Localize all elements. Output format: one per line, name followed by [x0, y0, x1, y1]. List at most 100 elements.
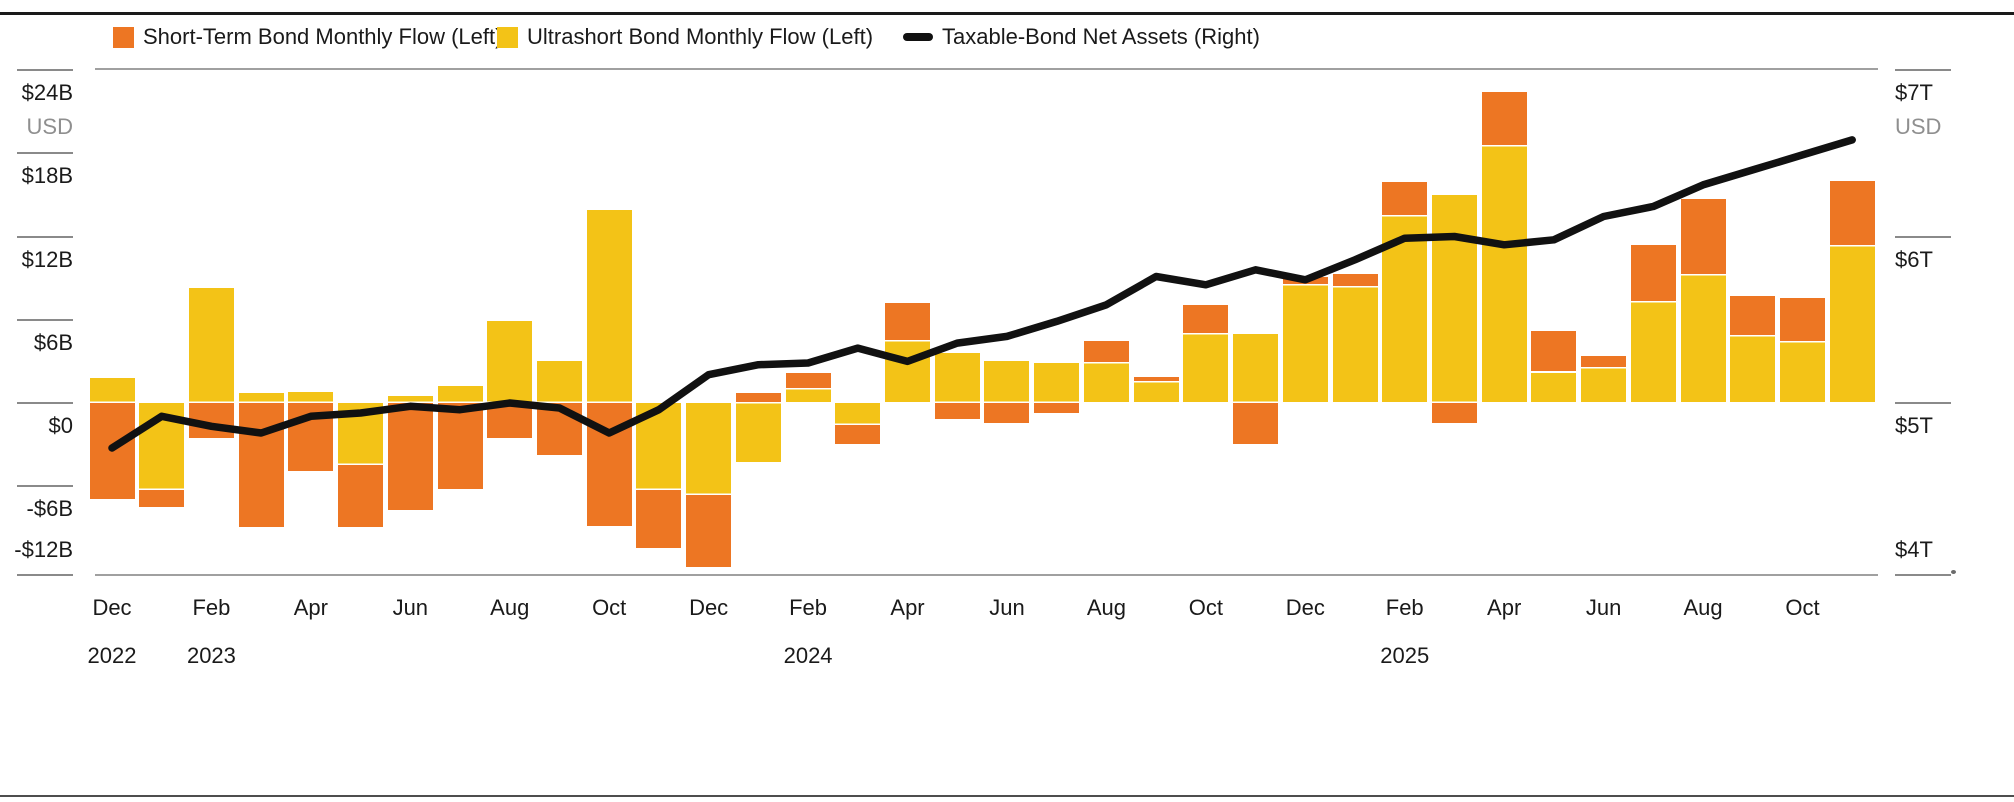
- short-term-bar-segment: [735, 393, 781, 402]
- legend-line-swatch-icon: [903, 33, 933, 41]
- ultrashort-bar-segment: [1133, 382, 1179, 402]
- legend-label: Taxable-Bond Net Assets (Right): [942, 24, 1260, 49]
- x-axis-month-label: Aug: [1683, 595, 1723, 620]
- x-axis-month-label: Dec: [689, 595, 729, 620]
- legend-item-short-term: Short-Term Bond Monthly Flow (Left): [113, 24, 502, 50]
- short-term-bar-segment: [1730, 296, 1776, 336]
- plot-bottom-frame-line: [95, 574, 1878, 576]
- right-axis-tick-label: $6T: [1895, 247, 1933, 272]
- ultrashort-bar-segment: [934, 353, 980, 403]
- plot-area: [89, 69, 1878, 575]
- axis-tick-line: [17, 152, 73, 154]
- axis-tick-line: [1895, 69, 1951, 71]
- ultrashort-bar-segment: [1680, 275, 1726, 402]
- ultrashort-bar-segment: [1233, 333, 1279, 402]
- axis-tick-line: [17, 402, 73, 404]
- ultrashort-bar-segment: [1034, 362, 1080, 402]
- ultrashort-bar-segment: [1282, 285, 1328, 402]
- short-term-bar-segment: [934, 403, 980, 419]
- x-axis-month-label: Jun: [989, 595, 1025, 620]
- ultrashort-bar-segment: [288, 391, 334, 402]
- legend-label: Short-Term Bond Monthly Flow (Left): [143, 24, 503, 49]
- legend-item-ultrashort: Ultrashort Bond Monthly Flow (Left): [497, 24, 873, 50]
- x-axis-month-label: Apr: [293, 595, 328, 620]
- short-term-bar-segment: [139, 490, 185, 508]
- short-term-bar-segment: [1779, 297, 1825, 341]
- ultrashort-bar-segment: [1481, 146, 1527, 402]
- x-axis-month-label: Feb: [1385, 595, 1424, 620]
- ultrashort-bar-segment: [1730, 336, 1776, 402]
- left-axis-tick-label: $24B: [21, 80, 73, 105]
- axis-tick-line: [17, 69, 73, 71]
- ultrashort-bar-segment: [785, 389, 831, 402]
- left-axis: $24B USD $18B $12B $6B $0 -$6B -$12B: [0, 0, 94, 802]
- ultrashort-bar-segment: [835, 403, 881, 425]
- x-axis-year-label: 2024: [783, 643, 833, 668]
- x-axis-month-label: Dec: [92, 595, 132, 620]
- net-assets-line: [108, 136, 1856, 452]
- short-term-bar-segment: [835, 425, 881, 444]
- left-axis-tick-label: $0: [48, 413, 73, 438]
- ultrashort-bar-segment: [437, 386, 483, 402]
- x-axis-month-label: Oct: [592, 595, 627, 620]
- ultrashort-bar-segment: [238, 393, 284, 402]
- right-axis-tick-label: $4T: [1895, 537, 1933, 562]
- ultrashort-bar-segment: [387, 396, 433, 402]
- ultrashort-bar-segment: [586, 210, 632, 402]
- ultrashort-bar-segment: [188, 287, 234, 402]
- ultrashort-bar-segment: [1779, 341, 1825, 402]
- axis-tick-line: [17, 574, 73, 576]
- x-axis-month-label: Aug: [1086, 595, 1126, 620]
- axis-tick-line: [17, 319, 73, 321]
- short-term-bar-segment: [1034, 403, 1080, 414]
- x-axis-month-label: Dec: [1285, 595, 1325, 620]
- ultrashort-bar-segment: [1431, 194, 1477, 402]
- short-term-bar-segment: [1183, 304, 1229, 333]
- short-term-bar-segment: [1233, 403, 1279, 444]
- legend-item-taxable-bond: Taxable-Bond Net Assets (Right): [903, 24, 1260, 50]
- ultrashort-bar-segment: [686, 403, 732, 494]
- ultrashort-bar-segment: [1083, 362, 1129, 402]
- short-term-bar-segment: [1481, 92, 1527, 146]
- x-axis-year-label: 2022: [87, 643, 137, 668]
- x-axis-year-label: 2023: [186, 643, 236, 668]
- short-term-bar-segment: [1332, 274, 1378, 286]
- short-term-bar-segment: [885, 303, 931, 340]
- left-axis-tick-label: $12B: [21, 247, 73, 272]
- short-term-bar-segment: [1829, 181, 1875, 246]
- short-term-bar-segment: [1133, 376, 1179, 382]
- right-axis-tick-label: $7T: [1895, 80, 1933, 105]
- net-assets-line-layer: [108, 136, 1856, 452]
- right-axis-tick-label: $5T: [1895, 413, 1933, 438]
- ultrashort-bar-segment: [1581, 368, 1627, 402]
- axis-tick-line: [1895, 236, 1951, 238]
- left-axis-tick-label: -$12B: [14, 537, 73, 562]
- ultrashort-bar-segment: [487, 321, 533, 402]
- short-term-bar-segment: [387, 403, 433, 511]
- short-term-bar-segment: [785, 372, 831, 389]
- chart-legend: Short-Term Bond Monthly Flow (Left) Ultra…: [0, 0, 2014, 60]
- short-term-bar-segment: [437, 403, 483, 490]
- x-axis-month-label: Jun: [1585, 595, 1622, 620]
- ultrashort-bar-segment: [735, 403, 781, 462]
- short-term-bar-segment: [338, 465, 384, 527]
- left-axis-tick-label: -$6B: [26, 496, 73, 521]
- right-axis: $7T USD $6T $5T $4T: [1893, 0, 2014, 802]
- x-axis-month-label: Oct: [1785, 595, 1820, 620]
- left-axis-tick-label: $6B: [33, 330, 73, 355]
- x-axis-month-label: Oct: [1188, 595, 1223, 620]
- short-term-bar-segment: [1581, 355, 1627, 368]
- ultrashort-bar-segment: [1630, 301, 1676, 402]
- axis-tick-line: [1895, 402, 1951, 404]
- x-axis-year-label: 2025: [1380, 643, 1430, 668]
- short-term-bar-segment: [1630, 244, 1676, 301]
- short-term-bar-segment: [1531, 330, 1577, 372]
- short-term-bar-segment: [984, 403, 1030, 423]
- plot-top-frame-line: [95, 68, 1878, 70]
- left-axis-tick-label: $18B: [21, 163, 73, 188]
- bottom-border-rule: [0, 795, 2014, 797]
- short-term-bar-segment: [1680, 199, 1726, 275]
- short-term-bar-segment: [1382, 182, 1428, 215]
- ultrashort-bar-segment: [89, 378, 135, 402]
